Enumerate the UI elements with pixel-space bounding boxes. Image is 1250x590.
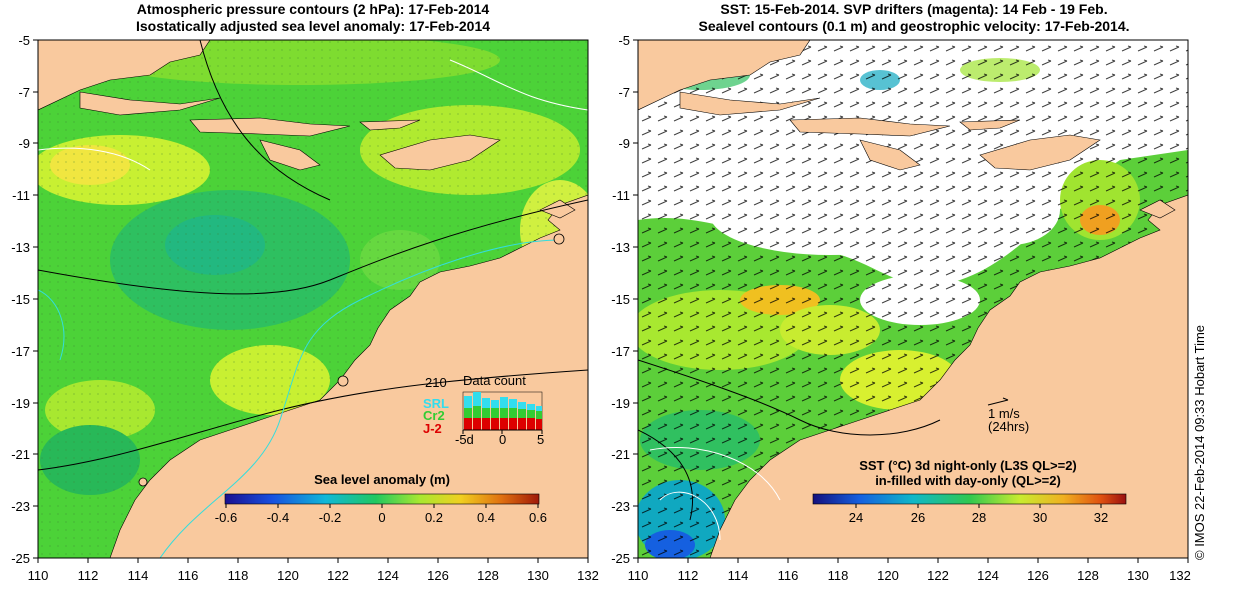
x-tick: 120 <box>877 568 899 583</box>
scale-label-hours: (24hrs) <box>988 419 1029 434</box>
x-tick: 118 <box>228 568 249 583</box>
sst-tick: 24 <box>849 510 863 525</box>
sst-colorbar-title1: SST (°C) 3d night-only (L3S QL>=2) <box>859 458 1077 473</box>
sla-tick: -0.2 <box>319 510 341 525</box>
inset-xtick-5: 5 <box>537 432 544 447</box>
right-land <box>638 40 1188 558</box>
sst-white-contours <box>649 446 781 541</box>
x-tick: 110 <box>628 568 649 583</box>
x-tick: 124 <box>377 568 399 583</box>
sla-tick: -0.4 <box>267 510 289 525</box>
left-x-axis: 110 112 114 116 118 120 122 124 126 128 … <box>28 558 599 583</box>
inset-max-label: 210 <box>425 375 447 390</box>
left-y-axis: -5 -7 -9 -11 -13 -15 -17 -19 -21 -23 -25 <box>11 33 38 566</box>
right-x-axis: 110 112 114 116 118 120 122 124 126 128 … <box>628 558 1191 583</box>
right-map-title: SST: 15-Feb-2014. SVP drifters (magenta)… <box>640 1 1188 35</box>
y-tick: -13 <box>611 240 630 255</box>
inset-legend-srl: SRL <box>423 396 449 411</box>
x-tick: 130 <box>527 568 549 583</box>
right-y-axis: -5 -7 -9 -11 -13 -15 -17 -19 -21 -23 -25 <box>611 33 638 566</box>
inset-title: Data count <box>463 373 526 388</box>
left-title-line2: Isostatically adjusted sea level anomaly… <box>135 18 491 34</box>
x-tick: 114 <box>728 568 749 583</box>
y-tick: -23 <box>611 499 630 514</box>
left-title-line1: Atmospheric pressure contours (2 hPa): 1… <box>136 1 490 17</box>
y-tick: -21 <box>11 447 30 462</box>
y-tick: -15 <box>11 292 30 307</box>
x-tick: 122 <box>927 568 949 583</box>
left-map-title: Atmospheric pressure contours (2 hPa): 1… <box>38 1 588 35</box>
y-tick: -11 <box>612 188 630 203</box>
x-tick: 112 <box>78 568 99 583</box>
y-tick: -5 <box>18 33 30 48</box>
sla-tick: 0.4 <box>477 510 495 525</box>
x-tick: 128 <box>477 568 499 583</box>
velocity-scale: 1 m/s (24hrs) <box>987 397 1029 434</box>
sla-tick: -0.6 <box>215 510 237 525</box>
scale-label-speed: 1 m/s <box>988 406 1020 421</box>
sst-tick: 30 <box>1033 510 1047 525</box>
x-tick: 126 <box>427 568 449 583</box>
x-tick: 128 <box>1077 568 1099 583</box>
y-tick: -11 <box>12 188 30 203</box>
x-tick: 118 <box>828 568 849 583</box>
sla-colorbar-title: Sea level anomaly (m) <box>314 472 450 487</box>
left-land <box>38 40 588 558</box>
sealevel-contours <box>638 359 941 521</box>
y-tick: -25 <box>11 551 30 566</box>
y-tick: -15 <box>611 292 630 307</box>
inset-legend-j2: J-2 <box>423 421 442 436</box>
x-tick: 110 <box>28 568 49 583</box>
y-tick: -25 <box>611 551 630 566</box>
inset-xtick-minus5: -5d <box>455 432 474 447</box>
sla-tick: 0.6 <box>529 510 547 525</box>
sst-colorbar: SST (°C) 3d night-only (L3S QL>=2) in-fi… <box>812 458 1127 525</box>
left-map <box>38 40 588 558</box>
right-map <box>638 40 1188 558</box>
pressure-contours <box>38 40 588 471</box>
sla-colorbar: Sea level anomaly (m) -0.6 -0.4 -0.2 0 0… <box>215 472 547 525</box>
x-tick: 126 <box>1027 568 1049 583</box>
inset-xtick-0: 0 <box>499 432 506 447</box>
y-tick: -5 <box>618 33 630 48</box>
x-tick: 132 <box>1169 568 1191 583</box>
inset-bars <box>462 391 543 434</box>
x-tick: 124 <box>977 568 999 583</box>
x-tick: 116 <box>178 568 199 583</box>
right-title-line2: Sealevel contours (0.1 m) and geostrophi… <box>698 18 1130 34</box>
x-tick: 116 <box>778 568 799 583</box>
x-tick: 112 <box>678 568 699 583</box>
x-tick: 120 <box>277 568 299 583</box>
y-tick: -23 <box>11 499 30 514</box>
x-tick: 122 <box>327 568 349 583</box>
y-tick: -19 <box>11 396 30 411</box>
white-contours <box>38 59 588 171</box>
sst-tick: 26 <box>911 510 925 525</box>
y-tick: -9 <box>618 136 630 151</box>
y-tick: -17 <box>611 344 630 359</box>
sst-colorbar-title2: in-filled with day-only (QL>=2) <box>875 473 1061 488</box>
data-count-inset: 210 Data count SRL Cr2 J-2 -5d <box>423 373 544 447</box>
y-tick: -9 <box>18 136 30 151</box>
sla-tick: 0.2 <box>425 510 443 525</box>
y-tick: -13 <box>11 240 30 255</box>
right-title-line1: SST: 15-Feb-2014. SVP drifters (magenta)… <box>720 1 1108 17</box>
y-tick: -7 <box>618 85 630 100</box>
inset-legend-cr2: Cr2 <box>423 408 445 423</box>
sst-tick: 28 <box>972 510 986 525</box>
y-tick: -21 <box>611 447 630 462</box>
y-tick: -7 <box>18 85 30 100</box>
x-tick: 132 <box>577 568 599 583</box>
sst-tick: 32 <box>1094 510 1108 525</box>
y-tick: -19 <box>611 396 630 411</box>
x-tick: 114 <box>128 568 149 583</box>
sla-tick: 0 <box>378 510 385 525</box>
y-tick: -17 <box>11 344 30 359</box>
x-tick: 130 <box>1127 568 1149 583</box>
imos-credit: © IMOS 22-Feb-2014 09:33 Hobart Time <box>1192 324 1207 560</box>
depth-contours <box>38 239 561 558</box>
